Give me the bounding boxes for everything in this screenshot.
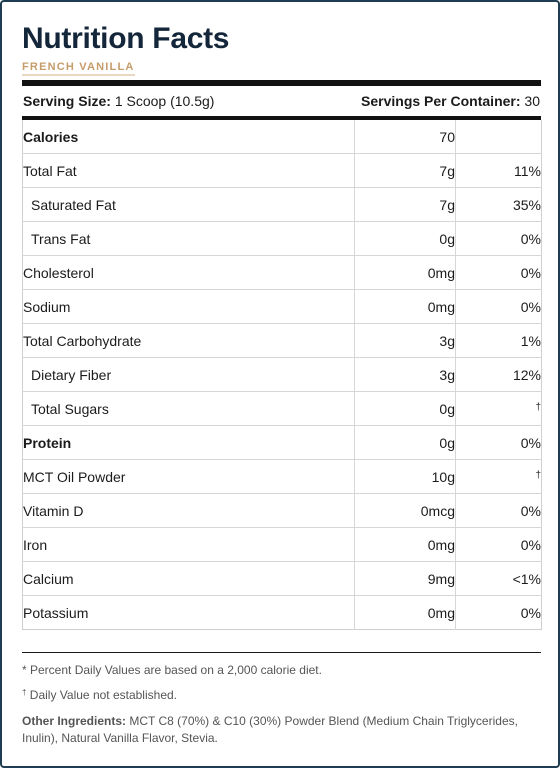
nutrient-row: Dietary Fiber 3g 12% bbox=[22, 357, 542, 392]
medium-divider bbox=[22, 116, 541, 120]
nutrient-amount: 7g bbox=[354, 187, 456, 222]
nutrient-daily-value: 35% bbox=[455, 187, 542, 222]
nutrient-daily-value: 0% bbox=[455, 527, 542, 562]
nutrient-name: Potassium bbox=[22, 595, 355, 630]
nutrient-daily-value: † bbox=[455, 391, 542, 426]
nutrition-facts-content: Nutrition Facts FRENCH VANILLA Serving S… bbox=[22, 22, 542, 747]
ingredients-text: MCT C8 (70%) & C10 (30%) Powder Blend (M… bbox=[22, 714, 518, 745]
nutrient-row: Total Carbohydrate 3g 1% bbox=[22, 323, 542, 358]
daily-value-text: 11% bbox=[514, 162, 541, 179]
nutrient-amount: 10g bbox=[354, 459, 456, 494]
footnote-divider bbox=[22, 652, 541, 653]
nutrient-name: Sodium bbox=[22, 289, 355, 324]
nutrient-name: Cholesterol bbox=[22, 255, 355, 290]
nutrient-amount: 0g bbox=[354, 221, 456, 256]
nutrient-name: Trans Fat bbox=[22, 221, 355, 256]
nutrient-amount: 0mcg bbox=[354, 493, 456, 528]
ingredients-note: Other Ingredients: MCT C8 (70%) & C10 (3… bbox=[22, 713, 541, 747]
nutrient-amount: 0mg bbox=[354, 595, 456, 630]
serving-size-value: 1 Scoop (10.5g) bbox=[114, 93, 215, 109]
nutrient-table: Calories 70 Total Fat 7g 11% Saturated Fat 7g 3… bbox=[22, 120, 542, 630]
nutrient-row: MCT Oil Powder 10g † bbox=[22, 459, 542, 494]
nutrient-name: Saturated Fat bbox=[22, 187, 355, 222]
serving-size-label: Serving Size: bbox=[23, 93, 111, 109]
nutrient-row: Protein 0g 0% bbox=[22, 425, 542, 460]
daily-value-text: 0% bbox=[520, 502, 541, 519]
daily-value-text: 0% bbox=[520, 434, 541, 451]
nutrient-name: MCT Oil Powder bbox=[22, 459, 355, 494]
nutrient-amount: 9mg bbox=[354, 561, 456, 596]
dagger-note-text: Daily Value not established. bbox=[29, 688, 177, 702]
nutrient-daily-value: <1% bbox=[455, 561, 542, 596]
nutrient-amount: 0mg bbox=[354, 255, 456, 290]
daily-value-text: 12% bbox=[512, 366, 541, 383]
nutrient-daily-value bbox=[455, 120, 542, 154]
nutrient-row: Calcium 9mg <1% bbox=[22, 561, 542, 596]
nutrient-amount: 0mg bbox=[354, 289, 456, 324]
servings-per-container-value: 30 bbox=[524, 93, 540, 109]
nutrient-row: Cholesterol 0mg 0% bbox=[22, 255, 542, 290]
servings-per-container-label: Servings Per Container: bbox=[361, 93, 521, 109]
nutrient-row: Trans Fat 0g 0% bbox=[22, 221, 542, 256]
serving-info: Serving Size: 1 Scoop (10.5g) Servings P… bbox=[22, 86, 541, 116]
nutrient-daily-value: 12% bbox=[455, 357, 542, 392]
nutrient-name: Iron bbox=[22, 527, 355, 562]
daily-value-text: 0% bbox=[520, 536, 541, 553]
nutrient-daily-value: † bbox=[455, 459, 542, 494]
nutrient-amount: 0g bbox=[354, 425, 456, 460]
percent-dv-note: * Percent Daily Values are based on a 2,… bbox=[22, 663, 322, 677]
dagger-symbol: † bbox=[22, 688, 27, 697]
nutrient-amount: 3g bbox=[354, 323, 456, 358]
dagger-note: † Daily Value not established. bbox=[22, 687, 541, 705]
servings-per-container: Servings Per Container: 30 bbox=[361, 86, 540, 116]
nutrient-row: Calories 70 bbox=[23, 120, 542, 154]
nutrient-daily-value: 0% bbox=[455, 425, 542, 460]
ingredients-label: Other Ingredients: bbox=[22, 714, 127, 728]
daily-value-text: 35% bbox=[512, 196, 541, 213]
nutrient-daily-value: 0% bbox=[455, 221, 542, 256]
nutrient-amount: 7g bbox=[354, 153, 456, 188]
nutrient-daily-value: 0% bbox=[455, 595, 542, 630]
nutrient-daily-value: 1% bbox=[455, 323, 542, 358]
nutrient-daily-value: 11% bbox=[455, 153, 542, 188]
nutrient-name: Total Sugars bbox=[22, 391, 355, 426]
nutrient-name: Calories bbox=[23, 128, 79, 145]
nutrient-amount: 3g bbox=[354, 357, 456, 392]
daily-value-text: 1% bbox=[520, 332, 541, 349]
nutrient-name: Total Carbohydrate bbox=[22, 323, 355, 358]
nutrient-amount: 70 bbox=[354, 120, 456, 154]
nutrient-name: Calcium bbox=[22, 561, 355, 596]
daily-value-text: 0% bbox=[520, 230, 541, 247]
nutrient-row: Total Sugars 0g † bbox=[22, 391, 542, 426]
nutrient-row: Iron 0mg 0% bbox=[22, 527, 542, 562]
nutrient-daily-value: 0% bbox=[455, 493, 542, 528]
nutrient-amount: 0g bbox=[354, 391, 456, 426]
nutrient-row: Total Fat 7g 11% bbox=[22, 153, 542, 188]
nutrient-row: Vitamin D 0mcg 0% bbox=[22, 493, 542, 528]
daily-value-text: <1% bbox=[512, 570, 541, 587]
nutrient-name: Total Fat bbox=[22, 153, 355, 188]
nutrient-name: Protein bbox=[22, 425, 355, 460]
serving-size: Serving Size: 1 Scoop (10.5g) bbox=[23, 86, 214, 116]
flavor-label: FRENCH VANILLA bbox=[22, 61, 135, 76]
daily-value-text: † bbox=[535, 469, 541, 481]
nutrient-name: Dietary Fiber bbox=[22, 357, 355, 392]
nutrient-table-body: Calories 70 Total Fat 7g 11% Saturated Fat 7g 3… bbox=[22, 120, 542, 630]
nutrient-row: Potassium 0mg 0% bbox=[22, 595, 542, 630]
nutrient-amount: 0mg bbox=[354, 527, 456, 562]
nutrient-row: Sodium 0mg 0% bbox=[22, 289, 542, 324]
footnotes: * Percent Daily Values are based on a 2,… bbox=[22, 662, 541, 747]
daily-value-text: 0% bbox=[520, 298, 541, 315]
thick-divider bbox=[22, 80, 541, 86]
nutrient-daily-value: 0% bbox=[455, 255, 542, 290]
daily-value-text: † bbox=[535, 401, 541, 413]
daily-value-text: 0% bbox=[520, 264, 541, 281]
nutrient-daily-value: 0% bbox=[455, 289, 542, 324]
nutrient-name: Vitamin D bbox=[22, 493, 355, 528]
nutrient-row: Saturated Fat 7g 35% bbox=[22, 187, 542, 222]
daily-value-text: 0% bbox=[520, 604, 541, 621]
nutrition-title: Nutrition Facts bbox=[22, 22, 230, 55]
